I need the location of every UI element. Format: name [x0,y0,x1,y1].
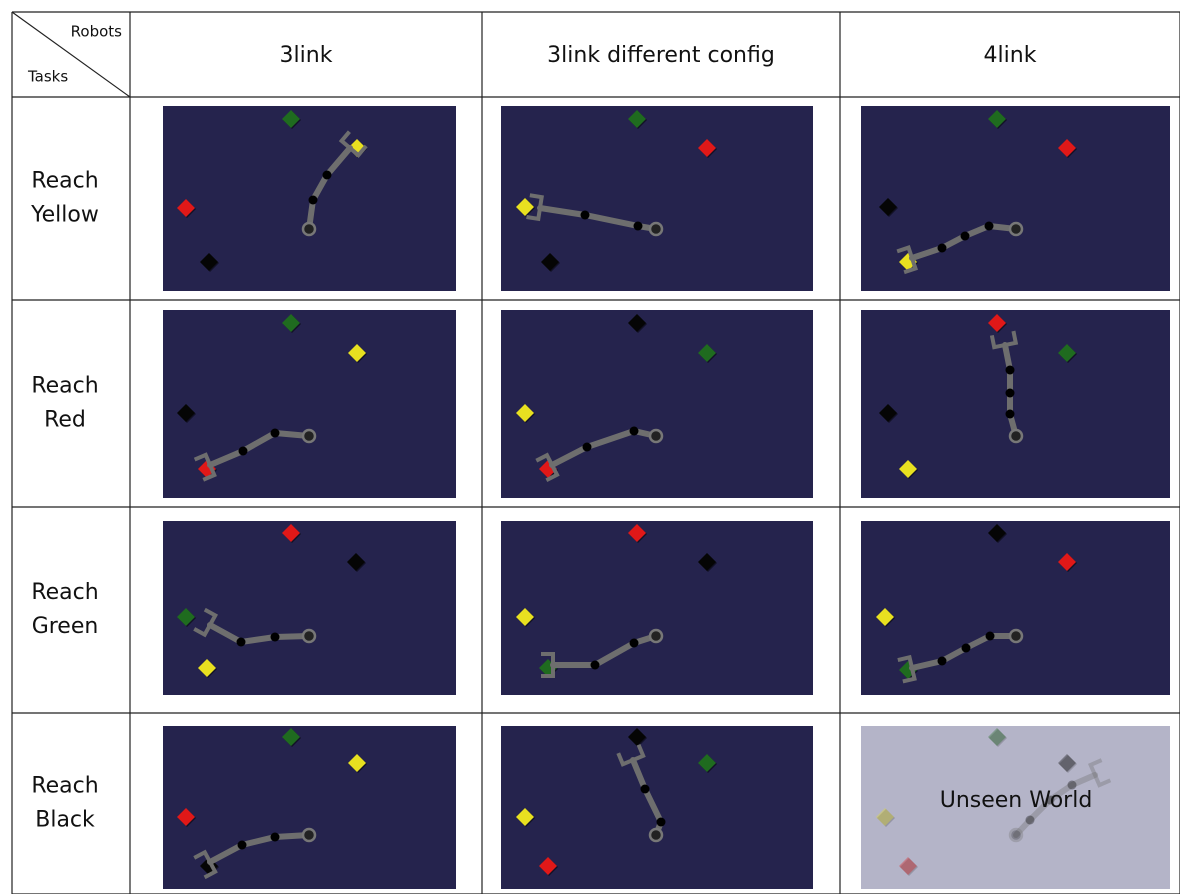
arm-joint [634,222,643,231]
scene-panel [163,310,456,498]
column-header: 4link [984,43,1037,68]
scene-panel [163,106,456,291]
scene-panel [861,310,1170,498]
scene-panel [861,521,1170,695]
arm-joint [962,644,971,653]
arm-joint [581,211,590,220]
arm-joint [657,818,666,827]
arm-joint [985,222,994,231]
arm-joint [1006,389,1015,398]
arm-joint [986,632,995,641]
row-label: Reach [31,374,98,399]
arm-joint [938,657,947,666]
arm-joint [961,232,970,241]
row-label: Reach [31,774,98,799]
row-label: Black [35,808,95,833]
scene-panel [501,521,813,695]
arm-base [650,630,662,642]
arm-joint [938,244,947,253]
page: Robots Tasks 3link 3link different config… [0,0,1180,894]
column-header: 3link different config [547,43,775,68]
arm-joint [630,639,639,648]
arm-base [303,430,315,442]
arm-joint [271,633,280,642]
arm-base [1010,630,1022,642]
scene-panel [501,310,813,498]
arm-joint [238,841,247,850]
scene-panel [163,521,456,695]
arm-joint [309,196,318,205]
scene-panel: Unseen World [861,726,1170,889]
scene-panel [501,726,813,889]
scene-panel [861,106,1170,291]
arm-base [1010,223,1022,235]
arm-joint [641,785,650,794]
row-label: Green [32,614,99,639]
arm-base [650,223,662,235]
arm-joint [323,171,332,180]
arm-base [650,430,662,442]
arm-base [303,630,315,642]
arm-joint [630,427,639,436]
scene-panel [163,726,456,889]
corner-top-label: Robots [71,23,123,41]
arm-base [650,829,662,841]
arm-joint [1026,816,1035,825]
arm-base [303,223,315,235]
arm-joint [1006,366,1015,375]
scene-panel [501,106,813,291]
arm-base [1010,829,1022,841]
corner-bottom-label: Tasks [27,68,68,86]
arm-joint [271,833,280,842]
overlay-label: Unseen World [940,788,1093,813]
arm-base [1010,430,1022,442]
row-label: Reach [31,169,98,194]
arm-joint [583,443,592,452]
column-header: 3link [280,43,333,68]
row-label: Reach [31,580,98,605]
arm-base [303,829,315,841]
arm-joint [1006,410,1015,419]
arm-joint [237,638,246,647]
arm-joint [591,661,600,670]
arm-joint [271,429,280,438]
row-label: Red [44,408,86,433]
figure-table: Robots Tasks 3link 3link different config… [0,0,1180,894]
row-label: Yellow [30,203,99,228]
arm-joint [239,447,248,456]
